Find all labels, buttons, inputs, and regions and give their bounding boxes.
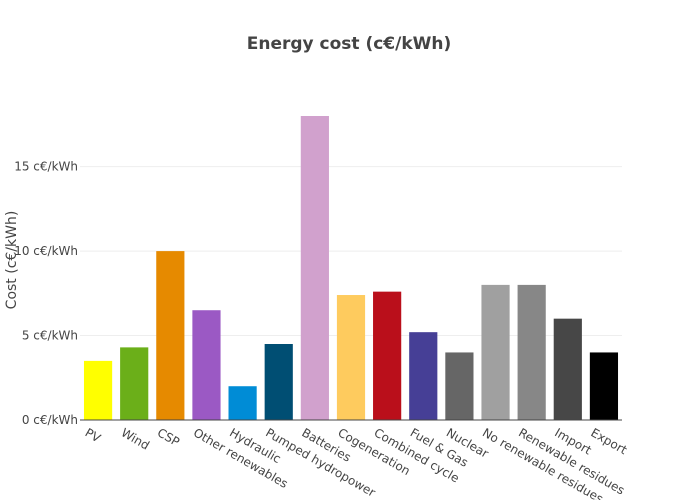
bar[interactable] [553,318,582,420]
bar[interactable] [481,284,510,420]
bar[interactable] [409,332,438,420]
x-tick-label: Wind [119,425,152,452]
bar[interactable] [373,291,402,420]
bars [83,116,619,420]
y-tick-label: 5 c€/kWh [22,329,78,343]
y-tick-labels: 0 c€/kWh 5 c€/kWh 10 c€/kWh 15 c€/kWh [14,160,78,427]
y-axis-title: Cost (c€/kWh) [4,211,20,310]
bar[interactable] [517,284,546,420]
bar[interactable] [156,251,185,420]
y-tick-label: 10 c€/kWh [14,244,78,258]
chart-title: Energy cost (c€/kWh) [247,34,452,54]
bar[interactable] [120,347,149,420]
bar[interactable] [589,352,619,420]
bar[interactable] [228,386,257,420]
y-tick-label: 0 c€/kWh [22,413,78,427]
x-tick-label: CSP [155,425,182,449]
bar[interactable] [445,352,474,420]
x-tick-label: PV [83,425,104,445]
x-tick-labels: PV Wind CSP Other renewablesHydraulicPumped… [83,425,630,500]
bar[interactable] [336,295,366,420]
y-tick-label: 15 c€/kWh [14,160,78,174]
bar[interactable] [300,116,329,420]
bar[interactable] [264,344,293,420]
bar[interactable] [192,310,221,420]
x-tick-label: Export [588,425,629,457]
bar[interactable] [83,360,113,420]
